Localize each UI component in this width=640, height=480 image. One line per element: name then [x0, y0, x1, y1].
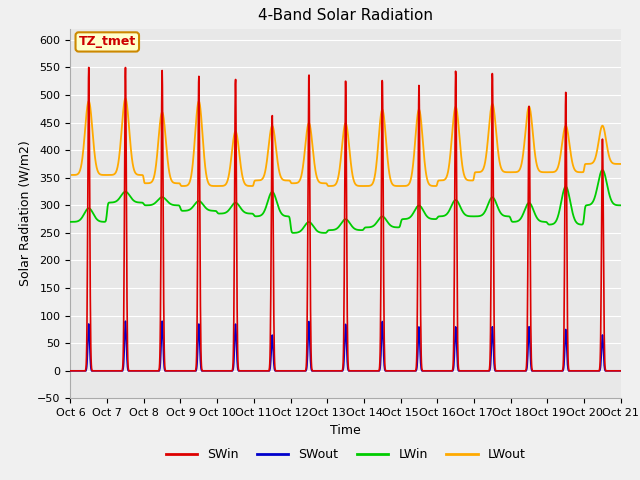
Title: 4-Band Solar Radiation: 4-Band Solar Radiation	[258, 9, 433, 24]
Text: TZ_tmet: TZ_tmet	[79, 36, 136, 48]
Y-axis label: Solar Radiation (W/m2): Solar Radiation (W/m2)	[19, 141, 32, 287]
Legend: SWin, SWout, LWin, LWout: SWin, SWout, LWin, LWout	[161, 443, 531, 466]
X-axis label: Time: Time	[330, 424, 361, 437]
